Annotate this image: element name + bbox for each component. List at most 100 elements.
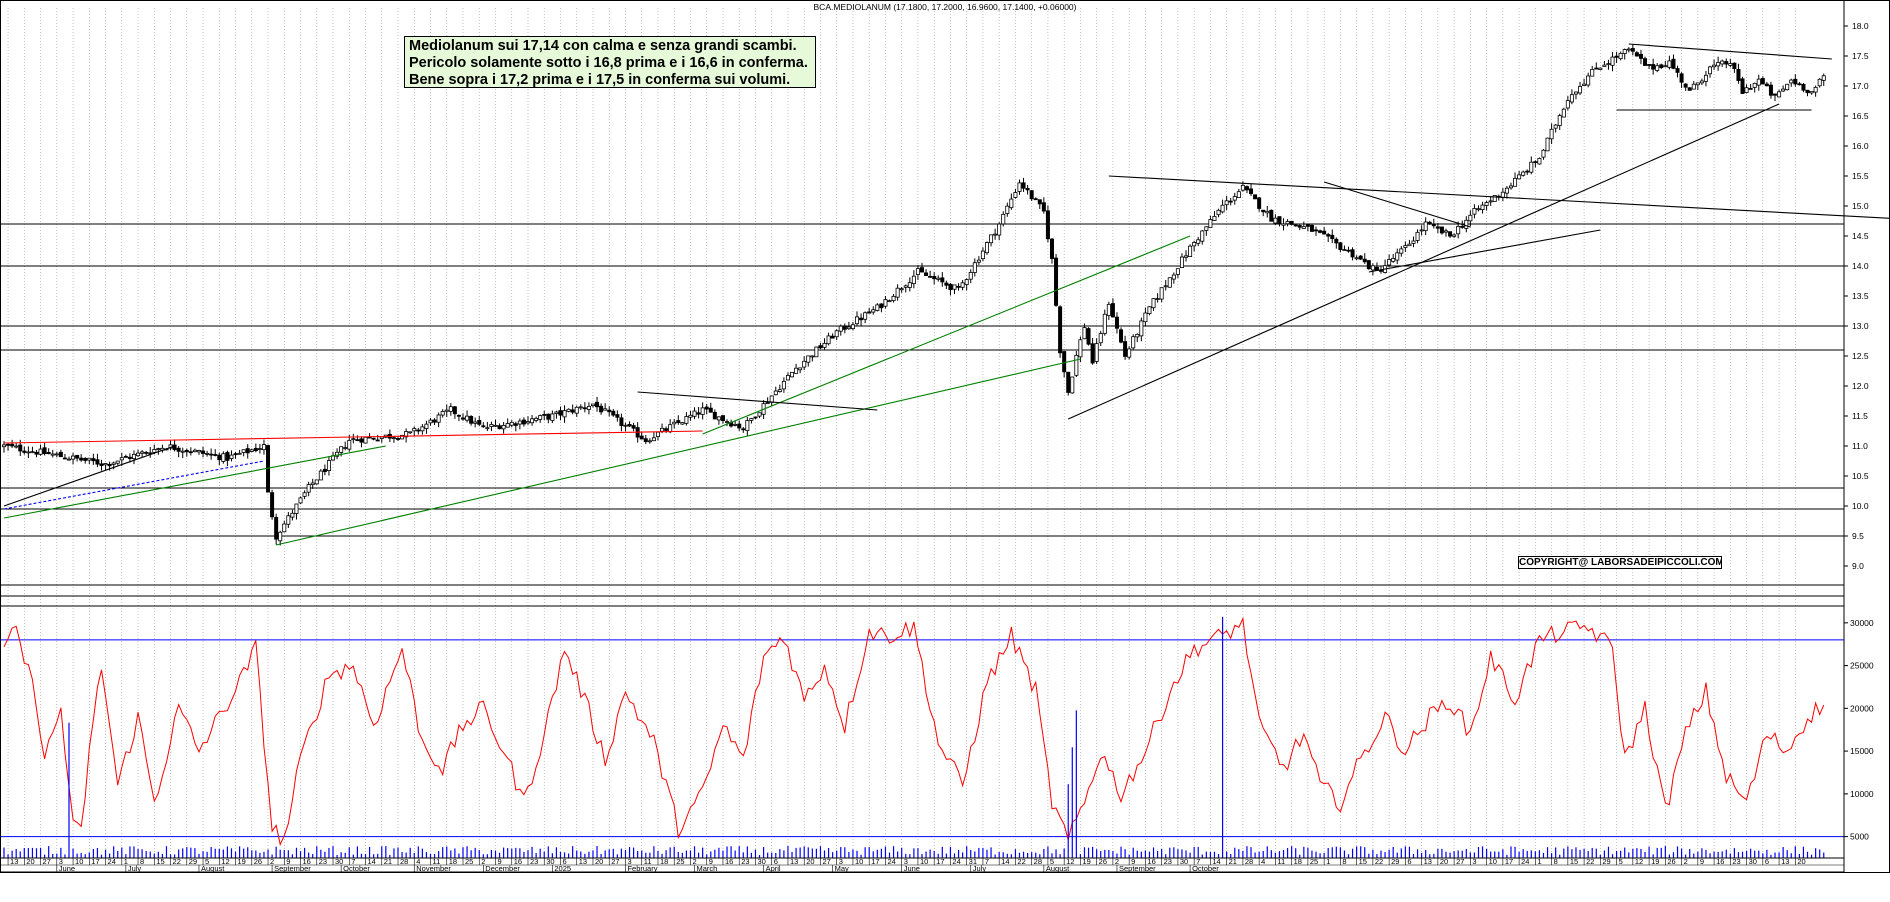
candle-body bbox=[156, 448, 161, 450]
candle-body bbox=[859, 317, 864, 321]
candle-body bbox=[343, 447, 348, 449]
candle-body bbox=[1391, 257, 1396, 262]
candle-body bbox=[1622, 49, 1627, 54]
day-label: 5 bbox=[1619, 857, 1623, 866]
candle-body bbox=[1358, 255, 1363, 260]
candle-body bbox=[1253, 194, 1258, 200]
month-label: February bbox=[627, 864, 657, 873]
price-tick-label: 13.5 bbox=[1852, 291, 1869, 301]
candle-body bbox=[18, 444, 23, 452]
candle-body bbox=[290, 512, 295, 518]
candle-body bbox=[1257, 197, 1262, 209]
candle-body bbox=[1362, 258, 1367, 263]
day-label: 29 bbox=[189, 857, 197, 866]
candle-body bbox=[71, 455, 76, 460]
candle-body bbox=[1322, 230, 1327, 235]
candle-body bbox=[79, 457, 84, 461]
candle-body bbox=[806, 355, 811, 363]
candle-body bbox=[1557, 115, 1562, 126]
candle-body bbox=[1074, 354, 1079, 376]
day-label: 23 bbox=[319, 857, 327, 866]
candle-body bbox=[566, 408, 571, 412]
candle-body bbox=[1188, 245, 1193, 258]
candle-body bbox=[769, 395, 774, 403]
candle-body bbox=[1013, 192, 1018, 198]
candle-body bbox=[294, 503, 299, 514]
candle-body bbox=[1163, 285, 1168, 288]
candle-body bbox=[481, 425, 486, 428]
day-label: 13 bbox=[579, 857, 587, 866]
candle-body bbox=[1614, 55, 1619, 58]
candle-body bbox=[314, 479, 319, 485]
candle-body bbox=[1598, 67, 1603, 71]
candle-body bbox=[1610, 56, 1615, 66]
candle-body bbox=[574, 406, 579, 414]
day-label: 2 bbox=[1684, 857, 1688, 866]
day-label: 9 bbox=[709, 857, 713, 866]
candle-body bbox=[538, 415, 543, 420]
candle-body bbox=[1090, 343, 1095, 364]
day-label: 17 bbox=[91, 857, 99, 866]
candle-body bbox=[1114, 316, 1119, 329]
candle-body bbox=[1167, 277, 1172, 288]
candle-body bbox=[1797, 83, 1802, 86]
candle-body bbox=[773, 390, 778, 396]
candle-body bbox=[448, 406, 453, 412]
day-label: 2 bbox=[270, 857, 274, 866]
candle-body bbox=[651, 437, 656, 442]
candle-body bbox=[920, 267, 925, 273]
candle-body bbox=[1671, 58, 1676, 69]
day-label: 16 bbox=[1716, 857, 1724, 866]
candle-body bbox=[1033, 198, 1038, 201]
candle-body bbox=[127, 456, 132, 459]
candle-body bbox=[1464, 219, 1469, 229]
candle-body bbox=[997, 223, 1002, 236]
day-label: 16 bbox=[1147, 857, 1155, 866]
candle-body bbox=[1594, 67, 1599, 70]
candle-body bbox=[282, 523, 287, 533]
month-label: July bbox=[128, 864, 142, 873]
day-label: 1 bbox=[1537, 857, 1541, 866]
candle-body bbox=[887, 300, 892, 303]
trendline bbox=[637, 391, 878, 411]
candle-body bbox=[1525, 170, 1530, 173]
candle-body bbox=[696, 412, 701, 415]
candle-body bbox=[765, 402, 770, 405]
oscillator-tick-label: 10000 bbox=[1850, 789, 1874, 799]
candle-body bbox=[75, 454, 80, 459]
candle-body bbox=[1813, 86, 1818, 93]
day-label: 16 bbox=[725, 857, 733, 866]
day-label: 4 bbox=[1261, 857, 1265, 866]
month-label: November bbox=[416, 864, 451, 873]
day-label: 30 bbox=[1749, 857, 1757, 866]
candle-body bbox=[1456, 226, 1461, 235]
candle-body bbox=[1192, 242, 1197, 247]
month-label: May bbox=[835, 864, 849, 873]
candle-body bbox=[570, 409, 575, 413]
candle-body bbox=[493, 424, 498, 427]
candle-body bbox=[1346, 249, 1351, 252]
candle-body bbox=[1070, 376, 1075, 394]
candle-body bbox=[753, 416, 758, 419]
price-tick-label: 12.5 bbox=[1852, 351, 1869, 361]
candle-body bbox=[237, 452, 242, 455]
candle-body bbox=[1058, 306, 1063, 354]
candle-body bbox=[6, 443, 11, 446]
candle-body bbox=[611, 410, 616, 416]
candle-body bbox=[274, 517, 279, 540]
candle-body bbox=[249, 449, 254, 452]
price-tick-label: 13.0 bbox=[1852, 321, 1869, 331]
candle-body bbox=[1777, 91, 1782, 98]
candle-body bbox=[867, 311, 872, 314]
candle-body bbox=[1760, 78, 1765, 85]
candle-body bbox=[408, 431, 413, 434]
candle-body bbox=[1659, 64, 1664, 68]
candle-body bbox=[733, 423, 738, 426]
candle-body bbox=[1334, 238, 1339, 244]
day-label: 6 bbox=[1407, 857, 1411, 866]
candle-body bbox=[1695, 82, 1700, 86]
candle-body bbox=[1716, 62, 1721, 67]
candle-body bbox=[850, 324, 855, 330]
candle-body bbox=[1667, 60, 1672, 68]
candle-body bbox=[668, 424, 673, 433]
